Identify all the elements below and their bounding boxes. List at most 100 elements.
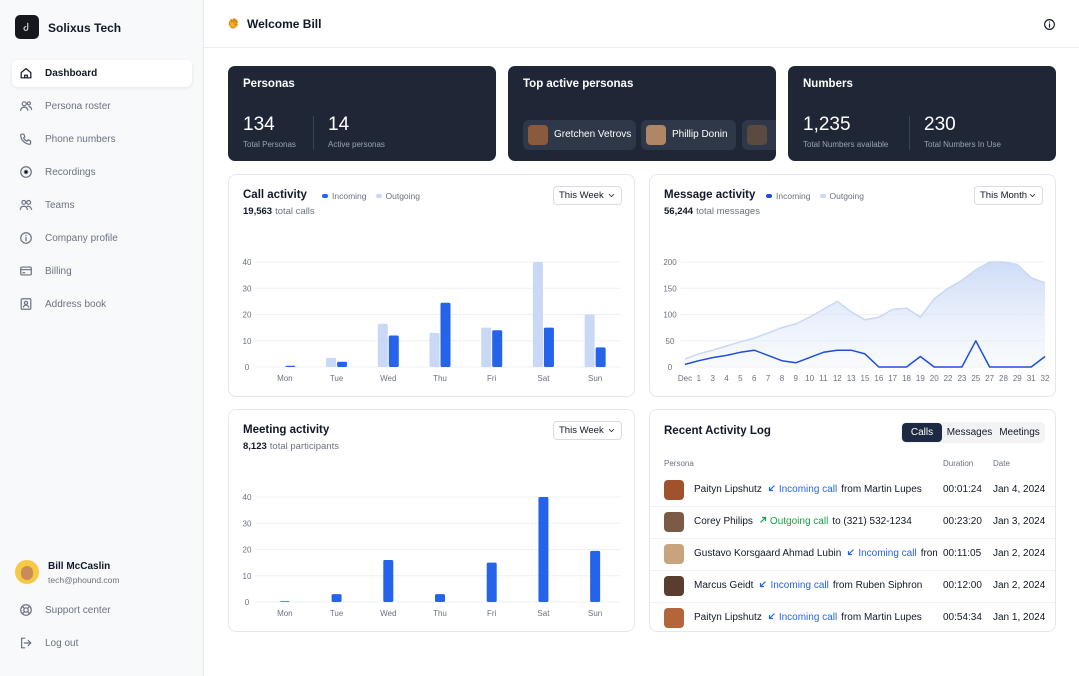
nav-icon [20, 68, 32, 79]
call-party: to (321) 532-1234 [832, 516, 912, 527]
info-icon-part [1044, 19, 1055, 30]
nav-item[interactable]: Teams [12, 192, 192, 219]
row-avatar [664, 480, 684, 500]
nav-icon-part [21, 199, 27, 205]
summary-card: Numbers 1,235 Total Numbers available 230 To… [788, 66, 1056, 161]
y-tick-label: 10 [243, 572, 252, 581]
direction-icon [768, 613, 775, 620]
persona-name: Phillip Donin [672, 129, 728, 140]
nav-item[interactable]: Recordings [12, 159, 192, 186]
nav-label: Dashboard [45, 68, 98, 79]
bar [492, 330, 503, 367]
persona-name: Gustavo Korsgaard Ahmad Lubin [694, 548, 842, 559]
nav-icon [20, 232, 32, 244]
nav-item[interactable]: Company profile [12, 225, 192, 252]
persona-name: Gretchen Vetrovs [554, 129, 632, 140]
call-date: Jan 4, 2024 [993, 484, 1046, 495]
call-type: Incoming call [778, 612, 838, 623]
chart-title: Call activity [243, 189, 307, 201]
persona-chip[interactable]: Gretchen Vetrovs [523, 120, 636, 150]
y-tick-label: 30 [243, 519, 252, 528]
x-tick-label: 27 [985, 374, 994, 383]
x-tick-label: 16 [874, 374, 883, 383]
legend-swatch [375, 194, 382, 199]
period-dropdown[interactable]: This Month [974, 186, 1043, 205]
call-type: Incoming call [778, 484, 838, 495]
x-tick-label: 9 [794, 374, 799, 383]
x-tick-label: Tue [330, 609, 344, 618]
column-header: Persona [664, 459, 694, 468]
x-tick-label: Fri [487, 374, 497, 383]
footer-label: Log out [45, 638, 79, 649]
dropdown-chevron-part [608, 193, 615, 198]
nav-item[interactable]: Persona roster [12, 93, 192, 120]
y-tick-label: 30 [243, 284, 252, 293]
footer-label: Support center [45, 605, 111, 616]
bar [595, 347, 606, 367]
nav-item[interactable]: Dashboard [12, 60, 192, 87]
x-tick-label: 18 [902, 374, 911, 383]
persona-chip[interactable] [742, 120, 776, 150]
call-duration: 00:01:24 [943, 484, 982, 495]
x-tick-label: 3 [710, 374, 715, 383]
nav-item[interactable]: Address book [12, 291, 192, 318]
nav-item[interactable]: Phone numbers [12, 126, 192, 153]
tab[interactable]: Messages [944, 423, 995, 442]
nav-icon [20, 133, 32, 145]
nav-icon-part [28, 106, 33, 111]
direction-icon [760, 581, 767, 588]
row-divider [650, 570, 1055, 571]
total-value: 56,244 [664, 206, 694, 217]
nav-label: Address book [45, 299, 107, 310]
row-avatar [664, 544, 684, 564]
chart-title: Message activity [664, 189, 756, 201]
x-tick-label: 5 [738, 374, 743, 383]
period-dropdown[interactable]: This Week [553, 186, 622, 205]
bar [543, 327, 554, 367]
tab-label: Meetings [999, 427, 1040, 438]
period-dropdown[interactable]: This Week [553, 421, 622, 440]
x-tick-label: 13 [847, 374, 856, 383]
x-tick-label: Tue [330, 374, 344, 383]
nav-item[interactable]: Billing [12, 258, 192, 285]
persona-chip[interactable]: Phillip Donin [641, 120, 736, 150]
chart-total: 56,244 total messages [664, 206, 760, 217]
direction-arrow [760, 581, 767, 588]
x-tick-label: 1 [697, 374, 702, 383]
nav-icon-part [20, 266, 32, 276]
total-value: 8,123 [243, 441, 267, 452]
call-date: Jan 1, 2024 [993, 612, 1046, 623]
total-label: total messages [696, 206, 760, 217]
card-title: Personas [243, 78, 295, 90]
tab-label: Calls [910, 427, 934, 438]
y-tick-label: 10 [243, 337, 252, 346]
activity-panel: Recent Activity Log Calls Messages Meetings… [649, 409, 1056, 632]
legend-label: Incoming [332, 191, 367, 201]
footer-item[interactable]: Support center [12, 597, 192, 624]
chart-panel: 0 50 100 150 200 Dec 1 3 4 5 6 7 8 9 10 11 12 13 15 16 17 18 1… [649, 174, 1056, 397]
call-date: Jan 2, 2024 [993, 548, 1046, 559]
chart-total: 19,563 total calls [243, 206, 315, 217]
user-avatar [15, 560, 39, 584]
y-tick-label: 0 [668, 363, 673, 372]
x-tick-label: 19 [916, 374, 925, 383]
tab[interactable]: Calls [902, 423, 942, 442]
tab[interactable]: Meetings [995, 423, 1044, 442]
sidebar: Solixus Tech Dashboard Persona roster Phone… [0, 0, 204, 676]
nav-icon-part [23, 300, 29, 306]
bar [285, 365, 296, 367]
bar [429, 332, 440, 367]
stat-label: Active personas [328, 140, 385, 149]
y-tick-label: 40 [243, 493, 252, 502]
stat-value: 134 [243, 114, 275, 135]
footer-icon-part [23, 607, 29, 613]
direction-arrow [759, 516, 767, 523]
nav-label: Phone numbers [45, 134, 116, 145]
bar [337, 361, 348, 367]
nav-icon-part [20, 269, 32, 274]
nav-label: Billing [45, 266, 72, 277]
x-tick-label: 7 [766, 374, 771, 383]
page-title: Welcome Bill [247, 17, 322, 31]
footer-item[interactable]: Log out [12, 630, 192, 657]
